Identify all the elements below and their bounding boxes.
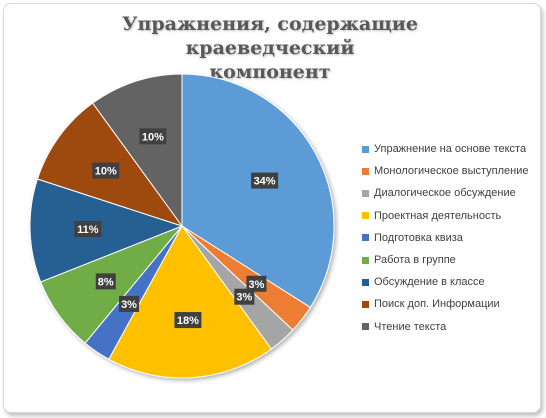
legend-entry: Работа в группе (362, 249, 529, 271)
data-label-box (95, 273, 116, 290)
legend-entry: Упражнение на основе текста (362, 138, 529, 160)
data-label-box (139, 128, 167, 145)
legend-entry: Чтение текста (362, 316, 529, 338)
legend-entry: Обсуждение в классе (362, 271, 529, 293)
legend-entry: Подготовка квиза (362, 227, 529, 249)
legend-swatch (362, 234, 369, 242)
chart-legend: Упражнение на основе текста Монологическ… (362, 138, 529, 338)
legend-swatch (362, 256, 369, 264)
data-label-box (74, 220, 102, 237)
legend-label: Диалогическое обсуждение (374, 187, 516, 200)
legend-entry: Проектная деятельность (362, 205, 529, 227)
legend-swatch (362, 300, 369, 308)
data-label-box (251, 172, 279, 189)
data-label: 3% (236, 292, 252, 304)
legend-label: Поиск доп. Информации (374, 298, 500, 311)
data-label: 10% (95, 166, 117, 178)
data-label-box (92, 162, 120, 179)
data-label: 11% (77, 224, 99, 236)
data-label: 3% (121, 299, 137, 311)
pie-slice (91, 73, 183, 228)
data-label: 3% (249, 279, 265, 291)
pie-slice (29, 178, 184, 283)
chart-title: Упражнения, содержащие краеведческий ком… (60, 12, 480, 84)
legend-swatch (362, 323, 369, 331)
pie-slice (108, 225, 273, 379)
data-label-box (234, 288, 255, 305)
legend-swatch (362, 278, 369, 286)
data-label-box (174, 312, 202, 329)
data-label: 8% (98, 276, 114, 288)
legend-label: Чтение текста (374, 320, 447, 333)
legend-entry: Монологическое выступление (362, 160, 529, 182)
chart-title-line-1: Упражнения, содержащие краеведческий (122, 13, 418, 59)
legend-label: Монологическое выступление (374, 165, 529, 178)
legend-label: Обсуждение в классе (374, 276, 485, 289)
data-label: 18% (177, 315, 199, 327)
legend-swatch (362, 167, 369, 175)
data-label: 34% (254, 176, 276, 188)
legend-swatch (362, 212, 369, 220)
legend-swatch (362, 189, 369, 197)
legend-label: Проектная деятельность (374, 209, 502, 222)
legend-swatch (362, 145, 369, 153)
data-label-box (246, 275, 267, 292)
legend-label: Работа в группе (374, 254, 456, 267)
legend-entry: Диалогическое обсуждение (362, 182, 529, 204)
legend-label: Упражнение на основе текста (374, 143, 527, 156)
pie-slice (181, 73, 335, 309)
chart-title-line-2: компонент (209, 61, 331, 83)
legend-entry: Поиск доп. Информации (362, 293, 529, 315)
legend-label: Подготовка квиза (374, 231, 463, 244)
data-label-box (119, 295, 140, 312)
data-label: 10% (142, 131, 164, 143)
